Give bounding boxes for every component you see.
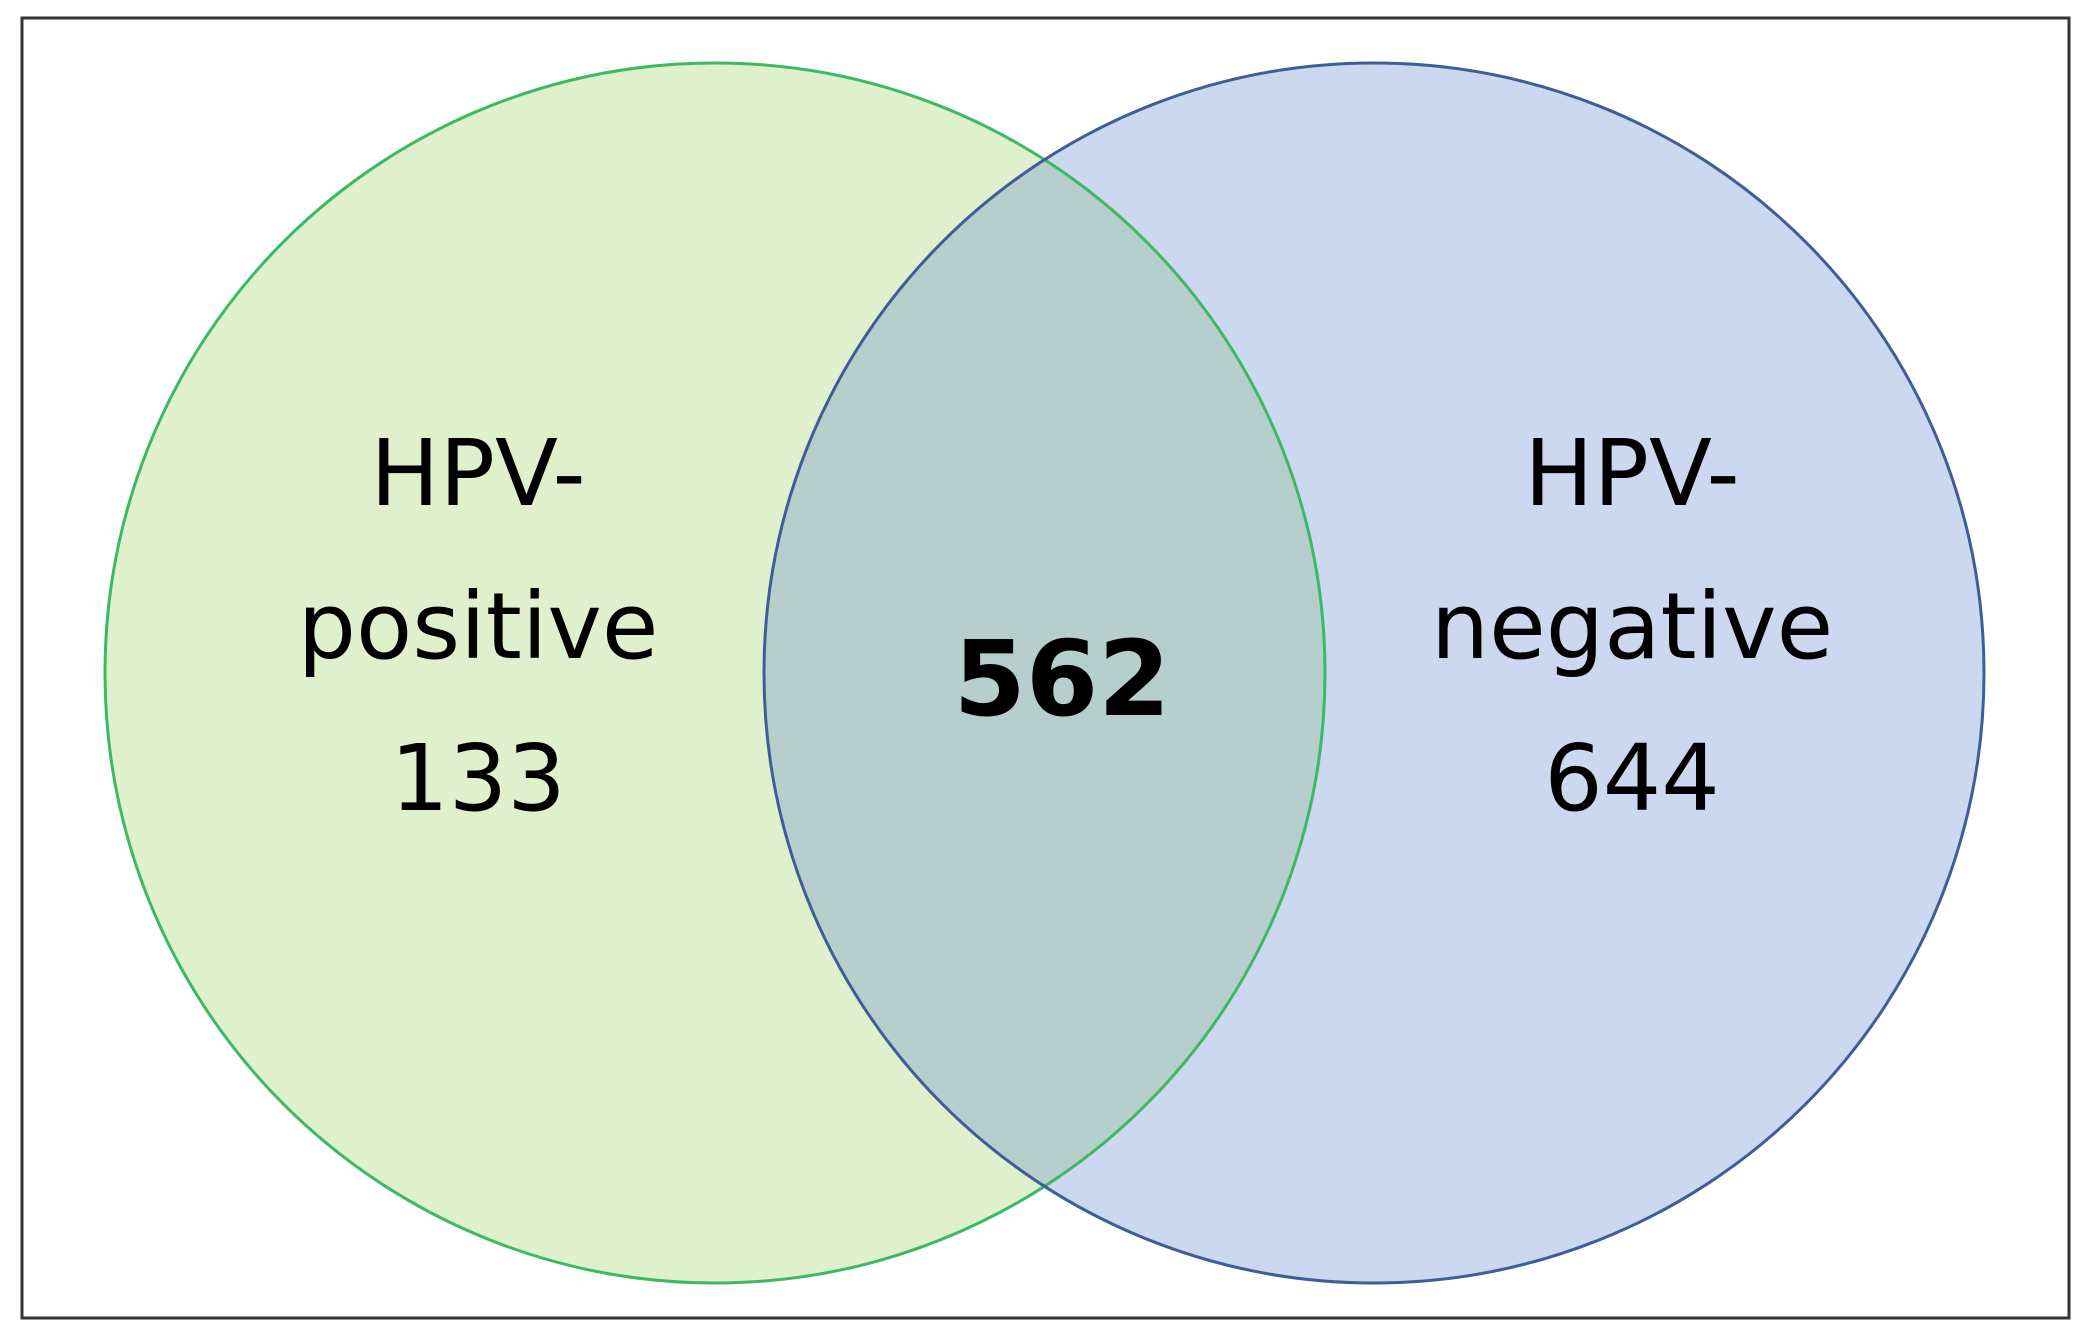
set-right-label-line1: HPV-: [1524, 420, 1739, 527]
set-left-label-line1: HPV-: [370, 420, 585, 527]
set-left-outline: [103, 61, 1327, 1285]
overlap-region: [764, 63, 1325, 1283]
set-right-label-line2: negative: [1431, 573, 1833, 680]
overlap-count: 562: [953, 618, 1170, 740]
set-right-outline: [762, 61, 1986, 1285]
set-left-label-line2: positive: [298, 573, 659, 680]
set-right-count: 644: [1544, 725, 1720, 832]
set-left-count: 133: [390, 725, 566, 832]
